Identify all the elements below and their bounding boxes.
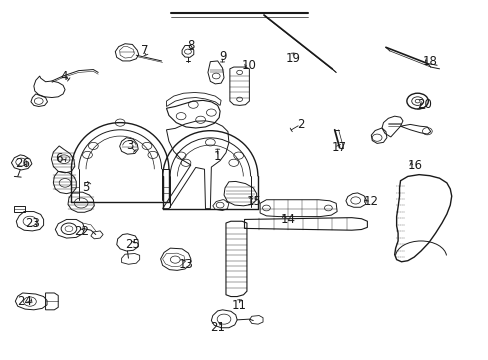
Text: 22: 22: [74, 225, 88, 238]
Text: 24: 24: [18, 296, 33, 309]
Text: 5: 5: [82, 181, 89, 194]
Text: 16: 16: [407, 159, 422, 172]
Text: 3: 3: [126, 139, 133, 152]
Text: 7: 7: [141, 44, 148, 57]
Text: 1: 1: [213, 150, 221, 163]
Text: 15: 15: [246, 195, 261, 208]
Text: 19: 19: [285, 51, 300, 64]
Text: 14: 14: [280, 213, 295, 226]
Text: 17: 17: [331, 141, 346, 154]
Text: 2: 2: [296, 118, 304, 131]
Text: 23: 23: [25, 216, 40, 230]
Text: 8: 8: [187, 39, 194, 52]
Text: 9: 9: [218, 50, 226, 63]
Text: 12: 12: [363, 195, 378, 208]
Text: 21: 21: [210, 320, 224, 333]
Text: 25: 25: [124, 238, 140, 251]
Text: 4: 4: [60, 69, 68, 82]
Text: 13: 13: [178, 258, 193, 271]
Text: 11: 11: [232, 299, 246, 312]
Text: 6: 6: [55, 152, 63, 165]
Text: 26: 26: [15, 157, 30, 170]
Text: 18: 18: [422, 55, 436, 68]
Text: 20: 20: [417, 98, 431, 111]
Text: 10: 10: [242, 59, 256, 72]
